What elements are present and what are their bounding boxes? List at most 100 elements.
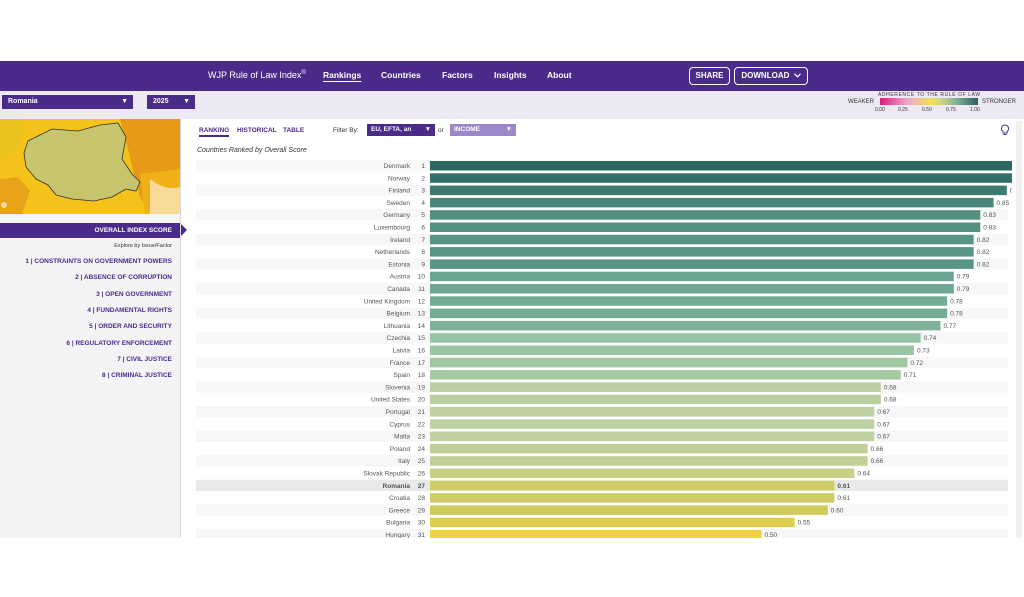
rank-label: 23 (418, 434, 426, 441)
legend-tick: 0.75 (946, 107, 956, 113)
bar[interactable] (430, 382, 881, 392)
country-label: Latvia (393, 348, 411, 355)
factor-link-6[interactable]: 6 | REGULATORY ENFORCEMENT (66, 340, 172, 347)
value-label: 0.55 (798, 520, 811, 527)
country-label: Estonia (388, 261, 410, 268)
caret-down-icon: ▼ (505, 126, 512, 133)
lightbulb-icon[interactable] (1000, 124, 1010, 136)
bar[interactable] (430, 407, 875, 417)
romania-map-image (0, 119, 180, 214)
rank-label: 30 (418, 520, 426, 527)
caret-down-icon: ▼ (183, 98, 190, 105)
bar[interactable] (430, 357, 908, 368)
value-label: 0.87 (1010, 188, 1012, 195)
filter-label: Filter By: (333, 127, 359, 134)
rank-label: 16 (418, 348, 426, 355)
bar[interactable] (430, 296, 948, 306)
region-filter-value: EU, EFTA, an (371, 126, 412, 133)
chart-title: Countries Ranked by Overall Score (197, 147, 307, 154)
bar[interactable] (430, 480, 835, 491)
bar[interactable] (430, 517, 795, 528)
bar[interactable] (430, 530, 762, 538)
bar[interactable] (430, 284, 954, 294)
nav-link-countries[interactable]: Countries (381, 70, 421, 80)
country-label: Denmark (384, 163, 411, 170)
bar[interactable] (430, 320, 941, 331)
bar[interactable] (430, 173, 1012, 183)
bar[interactable] (430, 505, 828, 515)
income-filter-select[interactable]: INCOME ▼ (450, 124, 516, 136)
country-map[interactable] (0, 119, 180, 214)
bar[interactable] (430, 419, 875, 429)
rank-label: 28 (418, 495, 426, 502)
factor-link-4[interactable]: 4 | FUNDAMENTAL RIGHTS (87, 307, 172, 314)
country-label: Germany (383, 212, 410, 219)
bar[interactable] (430, 222, 981, 233)
value-label: 0.79 (957, 274, 970, 281)
factor-link-1[interactable]: 1 | CONSTRAINTS ON GOVERNMENT POWERS (25, 258, 172, 265)
bar[interactable] (430, 431, 875, 442)
bar[interactable] (430, 234, 974, 245)
country-label: Spain (393, 372, 410, 379)
ranking-bar-chart: Denmark10.90Norway20.89Finland30.87Swede… (196, 160, 1012, 538)
value-label: 0.74 (924, 335, 937, 342)
chevron-down-icon (793, 73, 801, 78)
bar[interactable] (430, 333, 921, 343)
bar[interactable] (430, 370, 901, 380)
bar[interactable] (430, 308, 948, 319)
scrollbar[interactable] (1016, 121, 1022, 539)
year-select[interactable]: 2025 ▼ (147, 95, 195, 109)
factor-link-7[interactable]: 7 | CIVIL JUSTICE (117, 356, 172, 363)
download-button[interactable]: DOWNLOAD (734, 67, 808, 85)
brand-logo[interactable]: WJP Rule of Law Index® (208, 70, 306, 80)
bar[interactable] (430, 197, 994, 208)
bar[interactable] (430, 259, 974, 269)
country-select-value: Romania (8, 98, 38, 105)
tab-historical[interactable]: HISTORICAL (237, 127, 277, 134)
country-label: Malta (394, 434, 410, 441)
bar[interactable] (430, 345, 914, 356)
caret-down-icon: ▼ (424, 126, 431, 133)
bar[interactable] (430, 247, 974, 257)
tab-ranking[interactable]: RANKING (199, 127, 230, 137)
value-label: 0.61 (837, 495, 850, 502)
country-label: Luxembourg (374, 225, 411, 232)
nav-link-factors[interactable]: Factors (442, 70, 473, 80)
bar[interactable] (430, 210, 981, 220)
bar[interactable] (430, 443, 868, 454)
active-pointer (180, 223, 187, 237)
overall-index-score-button[interactable]: OVERALL INDEX SCORE (0, 223, 180, 238)
factor-link-2[interactable]: 2 | ABSENCE OF CORRUPTION (75, 274, 172, 281)
nav-link-rankings[interactable]: Rankings (323, 70, 362, 80)
share-button[interactable]: SHARE (689, 67, 730, 85)
bar[interactable] (430, 468, 855, 479)
rank-label: 8 (421, 249, 425, 256)
tab-table[interactable]: TABLE (283, 127, 305, 134)
bar[interactable] (430, 161, 1012, 171)
nav-link-insights[interactable]: Insights (494, 70, 527, 80)
nav-link-about[interactable]: About (547, 70, 572, 80)
factor-link-5[interactable]: 5 | ORDER AND SECURITY (89, 323, 172, 330)
legend-weaker: WEAKER (848, 99, 875, 105)
rank-label: 25 (418, 458, 426, 465)
bar[interactable] (430, 493, 835, 503)
value-label: 0.67 (877, 421, 890, 428)
factor-link-8[interactable]: 8 | CRIMINAL JUSTICE (102, 372, 172, 379)
bar[interactable] (430, 185, 1007, 196)
value-label: 0.67 (877, 409, 890, 416)
download-label: DOWNLOAD (741, 71, 790, 80)
rank-label: 27 (418, 483, 426, 490)
rank-label: 3 (421, 188, 425, 195)
bar[interactable] (430, 394, 881, 405)
region-filter-select[interactable]: EU, EFTA, an ▼ (367, 124, 435, 136)
bar[interactable] (430, 271, 954, 282)
value-label: 0.83 (983, 212, 996, 219)
country-label: Cyprus (389, 421, 410, 428)
factor-link-3[interactable]: 3 | OPEN GOVERNMENT (96, 291, 172, 298)
country-label: Canada (387, 286, 410, 293)
country-select[interactable]: Romania ▼ (2, 95, 133, 109)
country-label: Hungary (385, 532, 410, 538)
page-bottom-blank (0, 538, 1024, 597)
bar[interactable] (430, 456, 868, 466)
